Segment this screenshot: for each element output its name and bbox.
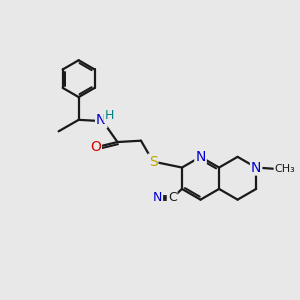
Text: C: C <box>168 191 176 205</box>
Text: H: H <box>105 109 114 122</box>
Text: N: N <box>195 150 206 164</box>
Text: O: O <box>90 140 101 154</box>
Text: N: N <box>251 160 261 175</box>
Text: CH₃: CH₃ <box>274 164 295 174</box>
Text: N: N <box>153 191 162 205</box>
Text: S: S <box>149 154 158 169</box>
Text: N: N <box>96 113 106 127</box>
